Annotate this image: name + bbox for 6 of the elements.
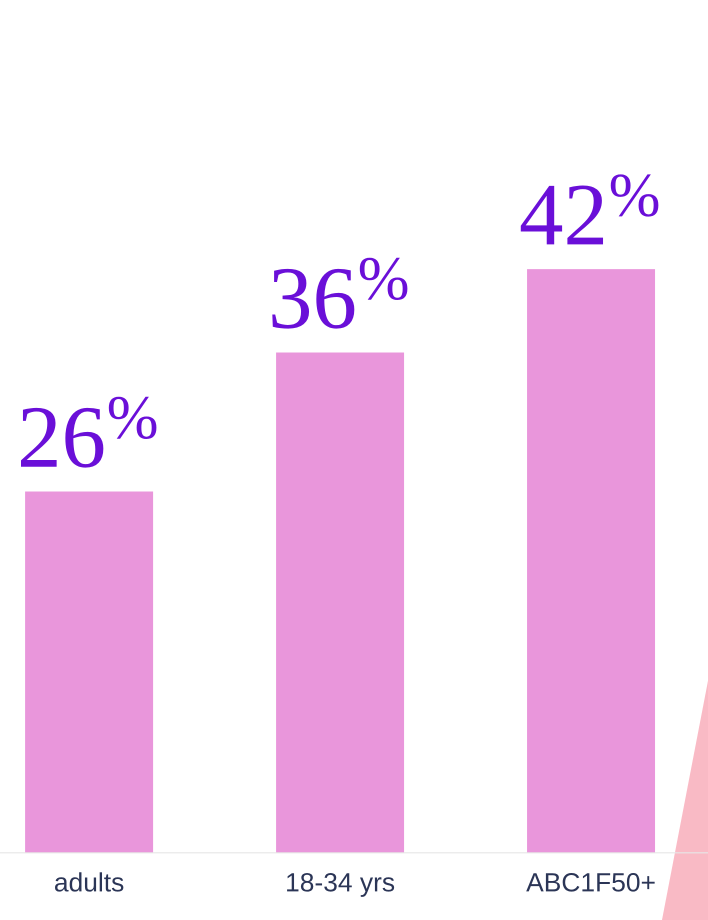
data-label: 26$^{%}$ [21,396,156,468]
x-tick-label: ABC1F50+ [526,872,655,892]
x-tick-label: adults [55,872,124,892]
x-tick-label: 18-34 yrs [287,872,394,897]
data-label: 42$^{%}$ [520,174,658,244]
data-label: 36$^{%}$ [272,258,408,329]
